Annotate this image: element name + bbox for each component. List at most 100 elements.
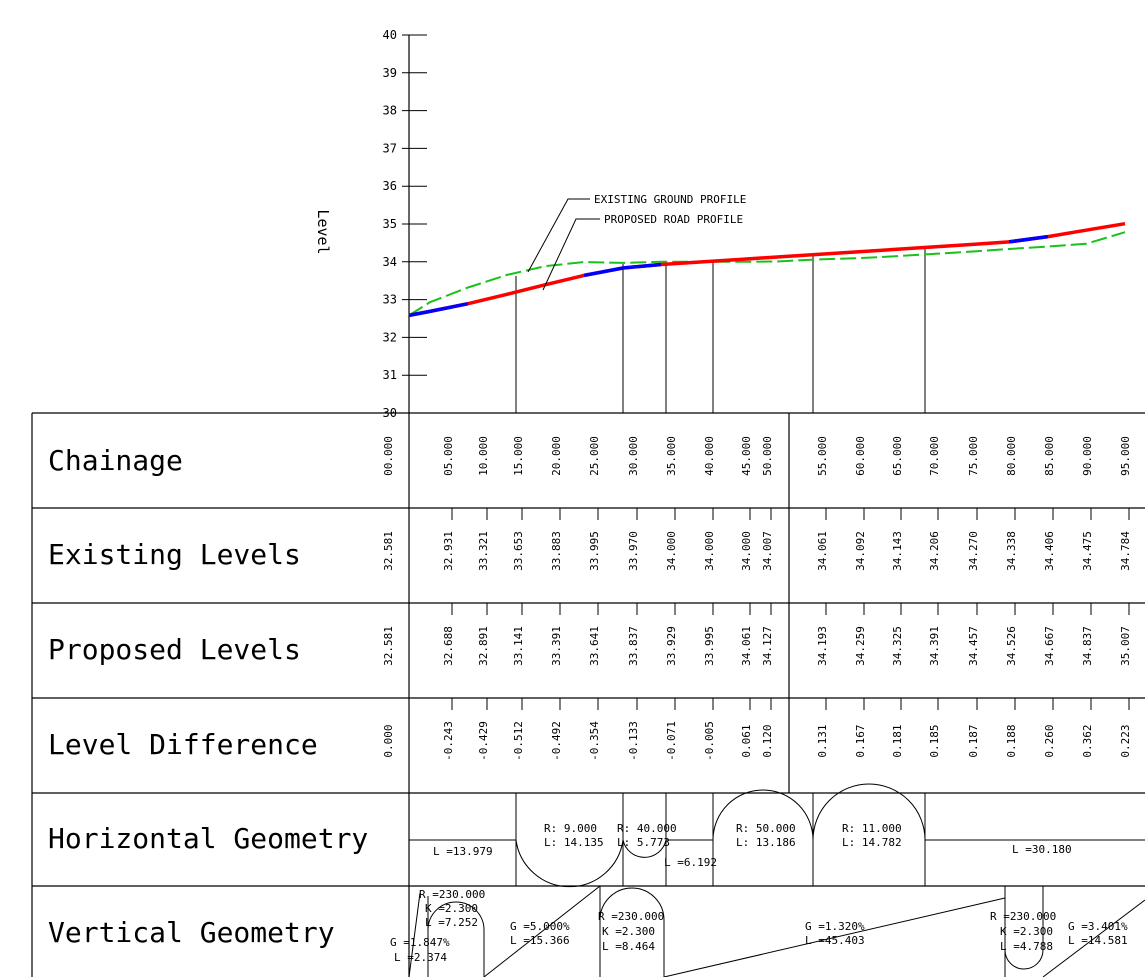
v-grade4-g: G =3.401% — [1068, 920, 1128, 933]
level-difference-value: 0.187 — [967, 724, 980, 757]
legend-leaders — [527, 198, 600, 291]
proposed-level-value: 34.193 — [816, 626, 829, 666]
v-curve2-l: L =8.464 — [602, 940, 655, 953]
chainage-value: 70.000 — [928, 436, 941, 476]
proposed-level-value: 34.061 — [740, 626, 753, 666]
proposed-level-value: 34.391 — [928, 626, 941, 666]
chainage-value: 25.000 — [588, 436, 601, 476]
chainage-value: 15.000 — [512, 436, 525, 476]
level-difference-value: 0.188 — [1005, 724, 1018, 757]
chainage-value: 30.000 — [627, 436, 640, 476]
existing-level-value: 34.000 — [665, 531, 678, 571]
existing-ground-profile-label: EXISTING GROUND PROFILE — [594, 193, 746, 206]
proposed-level-value: 34.259 — [854, 626, 867, 666]
v-curve1-r: R =230.000 — [419, 888, 485, 901]
row-label-existing-levels: Existing Levels — [48, 538, 301, 571]
chainage-value: 35.000 — [665, 436, 678, 476]
existing-leader-line — [527, 198, 590, 273]
chainage-value: 80.000 — [1005, 436, 1018, 476]
existing-level-value: 34.061 — [816, 531, 829, 571]
horizontal-geometry-labels: L =13.979 R: 9.000 L: 14.135 R: 40.000 L… — [433, 822, 1072, 869]
proposed-level-value: 33.995 — [703, 626, 716, 666]
existing-ground-profile-line — [408, 231, 1126, 317]
v-curve2-k: K =2.300 — [602, 925, 655, 938]
level-difference-value: -0.429 — [477, 721, 490, 761]
proposed-level-value: 33.391 — [550, 626, 563, 666]
existing-level-value: 34.000 — [740, 531, 753, 571]
existing-level-value: 32.931 — [442, 531, 455, 571]
proposed-road-profile-line — [408, 221, 1126, 318]
level-difference-value: 0.167 — [854, 724, 867, 757]
proposed-level-value: 33.837 — [627, 626, 640, 666]
chainage-value: 60.000 — [854, 436, 867, 476]
curve-arc — [812, 783, 926, 841]
vertical-curve-symbol — [1004, 886, 1044, 970]
v-curve1-l: L =7.252 — [425, 916, 478, 929]
level-difference-value: 0.000 — [382, 724, 395, 757]
existing-level-value: 34.206 — [928, 531, 941, 571]
h-curve3-length: L: 13.186 — [736, 836, 796, 849]
vertical-geometry-labels: G =1.847% L =2.374 R =230.000 K =2.300 L… — [390, 888, 1128, 964]
level-tick-label: 32 — [383, 330, 397, 344]
proposed-level-value: 34.325 — [891, 626, 904, 666]
row-label-chainage: Chainage — [48, 444, 183, 477]
level-tick-label: 33 — [383, 293, 397, 307]
horizontal-geometry-band — [409, 783, 1145, 888]
level-difference-value: 0.120 — [761, 724, 774, 757]
existing-level-value: 34.143 — [891, 531, 904, 571]
proposed-level-value: 33.141 — [512, 626, 525, 666]
vertical-curve-segments — [408, 234, 1049, 318]
row-label-level-difference: Level Difference — [48, 728, 318, 761]
existing-level-value: 32.581 — [382, 531, 395, 571]
level-difference-value: 0.260 — [1043, 724, 1056, 757]
chainage-value: 95.000 — [1119, 436, 1132, 476]
vertical-curve-segment — [1008, 234, 1049, 244]
row-label-vertical-geometry: Vertical Geometry — [48, 916, 335, 949]
existing-level-value: 33.970 — [627, 531, 640, 571]
vertical-geometry-band — [408, 885, 1145, 977]
level-difference-value: 0.061 — [740, 724, 753, 757]
vertical-curve-symbol — [427, 901, 485, 977]
vertical-curve-segment — [583, 262, 662, 278]
chainage-value: 85.000 — [1043, 436, 1056, 476]
grade-line — [408, 892, 421, 977]
existing-level-value: 34.007 — [761, 531, 774, 571]
proposed-level-value: 32.581 — [382, 626, 395, 666]
v-curve3-k: K =2.300 — [1000, 925, 1053, 938]
proposed-level-value: 34.127 — [761, 626, 774, 666]
level-difference-value: 0.131 — [816, 724, 829, 757]
v-grade1-l: L =2.374 — [394, 951, 447, 964]
existing-level-value: 34.270 — [967, 531, 980, 571]
chainage-value: 65.000 — [891, 436, 904, 476]
existing-level-value: 34.338 — [1005, 531, 1018, 571]
h-curve1-radius: R: 9.000 — [544, 822, 597, 835]
proposed-level-value: 35.007 — [1119, 626, 1132, 666]
v-grade3-l: L =45.403 — [805, 934, 865, 947]
level-difference-value: -0.354 — [588, 721, 601, 761]
h-curve2-length: L: 5.773 — [617, 836, 670, 849]
chainage-value: 75.000 — [967, 436, 980, 476]
chainage-value: 90.000 — [1081, 436, 1094, 476]
level-difference-value: 0.185 — [928, 724, 941, 757]
v-grade4-l: L =14.581 — [1068, 934, 1128, 947]
existing-level-value: 34.784 — [1119, 531, 1132, 571]
curve-arc — [515, 839, 624, 888]
proposed-level-value: 33.929 — [665, 626, 678, 666]
chainage-markers — [515, 248, 926, 413]
existing-level-value: 34.092 — [854, 531, 867, 571]
chainage-value: 45.000 — [740, 436, 753, 476]
row-labels: Chainage Existing Levels Proposed Levels… — [48, 444, 368, 949]
level-difference-value: 0.362 — [1081, 724, 1094, 757]
level-tick-label: 39 — [383, 66, 397, 80]
existing-level-value: 33.995 — [588, 531, 601, 571]
level-difference-value: -0.512 — [512, 721, 525, 761]
v-grade2-g: G =5.000% — [510, 920, 570, 933]
proposed-level-value: 34.457 — [967, 626, 980, 666]
chainage-value: 10.000 — [477, 436, 490, 476]
proposed-level-value: 33.641 — [588, 626, 601, 666]
proposed-level-value: 34.667 — [1043, 626, 1056, 666]
level-tick-label: 37 — [383, 141, 397, 155]
